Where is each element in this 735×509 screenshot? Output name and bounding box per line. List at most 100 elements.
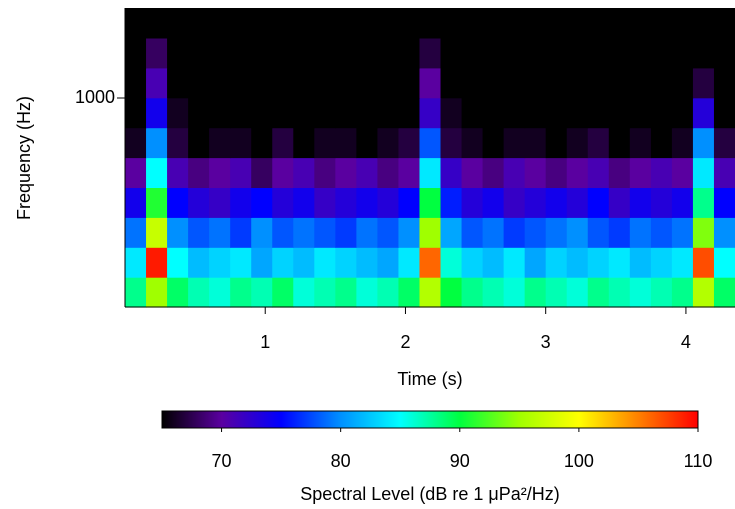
cell <box>272 187 294 218</box>
cell <box>629 8 652 39</box>
cell <box>335 157 357 188</box>
x-tick-label: 1 <box>260 332 270 352</box>
cell <box>125 37 147 69</box>
cell <box>146 8 168 39</box>
cell <box>671 157 694 188</box>
cell <box>587 277 610 308</box>
cell <box>566 97 589 129</box>
cell <box>209 187 231 218</box>
cell <box>209 127 231 159</box>
cell <box>713 37 735 69</box>
cell <box>125 67 147 99</box>
cell <box>419 8 442 39</box>
cell <box>167 97 189 129</box>
cell <box>566 157 589 188</box>
cell <box>566 217 589 248</box>
cell <box>440 97 463 129</box>
cell <box>188 97 210 129</box>
cell <box>125 187 147 218</box>
cell <box>587 157 610 188</box>
cell <box>629 37 652 69</box>
cell <box>293 217 315 248</box>
cell <box>314 157 336 188</box>
cell <box>545 217 568 248</box>
cell <box>230 217 252 248</box>
cell <box>692 37 715 69</box>
cell <box>503 277 526 308</box>
cell <box>713 127 735 159</box>
cell <box>503 67 526 99</box>
cell <box>692 217 715 248</box>
cell <box>209 8 231 39</box>
colorbar-label: Spectral Level (dB re 1 μPa²/Hz) <box>300 484 559 504</box>
cell <box>461 8 484 39</box>
cell <box>146 277 168 308</box>
cell <box>293 157 315 188</box>
cell <box>461 247 484 278</box>
cell <box>503 8 526 39</box>
cell <box>419 97 442 129</box>
cell <box>713 187 735 218</box>
cell <box>419 277 442 308</box>
cell <box>461 67 484 99</box>
cell <box>419 217 442 248</box>
cell <box>482 97 505 129</box>
cell <box>629 127 652 159</box>
cell <box>419 187 442 218</box>
cell <box>482 127 505 159</box>
cell <box>230 37 252 69</box>
cell <box>482 187 505 218</box>
cell <box>713 157 735 188</box>
cell <box>545 97 568 129</box>
cell <box>566 247 589 278</box>
cell <box>482 217 505 248</box>
cell <box>188 67 210 99</box>
cell <box>230 247 252 278</box>
cell <box>692 187 715 218</box>
cell <box>419 67 442 99</box>
cell <box>566 37 589 69</box>
cell <box>125 277 147 308</box>
cell <box>167 37 189 69</box>
cell <box>251 247 273 278</box>
y-axis-title: Frequency (Hz) <box>14 96 34 220</box>
cell <box>188 217 210 248</box>
cell <box>251 127 273 159</box>
cell <box>188 187 210 218</box>
cell <box>398 37 421 69</box>
cell <box>377 157 400 188</box>
cell <box>482 277 505 308</box>
cell <box>461 187 484 218</box>
cell <box>335 247 357 278</box>
cell <box>713 97 735 129</box>
cell <box>671 37 694 69</box>
cell <box>293 8 315 39</box>
colorbar-tick-label: 100 <box>564 451 594 471</box>
cell <box>377 37 400 69</box>
cell <box>356 37 379 69</box>
cell <box>650 277 673 308</box>
cell <box>692 127 715 159</box>
cell <box>125 247 147 278</box>
cell <box>629 67 652 99</box>
cell <box>167 187 189 218</box>
cell <box>272 67 294 99</box>
cell <box>524 247 547 278</box>
cell <box>692 8 715 39</box>
cell <box>650 37 673 69</box>
cell <box>167 127 189 159</box>
cell <box>209 157 231 188</box>
cell <box>251 67 273 99</box>
cell <box>335 127 357 159</box>
cell <box>440 67 463 99</box>
colorbar-tick-label: 90 <box>450 451 470 471</box>
cell <box>251 157 273 188</box>
cell <box>335 217 357 248</box>
cell <box>398 97 421 129</box>
cell <box>398 8 421 39</box>
cell <box>377 97 400 129</box>
cell <box>251 37 273 69</box>
cell <box>146 187 168 218</box>
cell <box>629 217 652 248</box>
cell <box>251 187 273 218</box>
